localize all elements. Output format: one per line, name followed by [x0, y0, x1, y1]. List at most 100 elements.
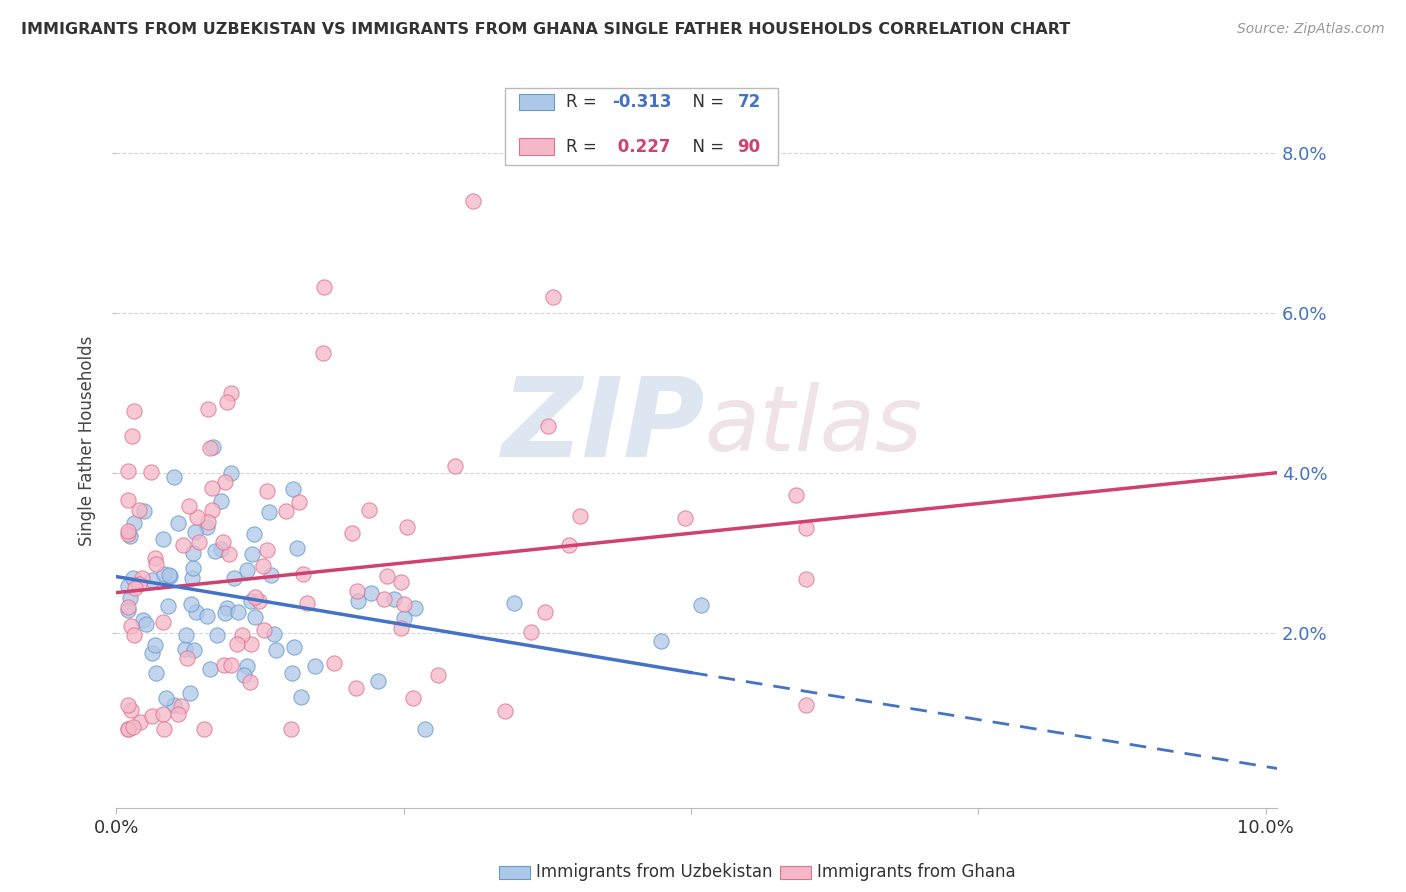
Point: [153, 567, 176, 582]
Point: [359, 502, 381, 516]
Point: [256, 543, 278, 558]
Point: [347, 594, 370, 608]
Point: [239, 674, 262, 689]
Point: [389, 621, 412, 635]
Point: [195, 519, 218, 533]
Point: [170, 698, 193, 713]
Point: [117, 603, 139, 617]
Point: [247, 594, 270, 608]
Point: [256, 483, 278, 498]
Point: [427, 668, 450, 682]
Point: [558, 538, 581, 552]
Point: [344, 681, 367, 695]
Point: [207, 627, 229, 641]
Point: [252, 623, 274, 637]
Point: [283, 483, 305, 497]
Point: [215, 601, 238, 615]
Point: [122, 404, 145, 418]
Point: [260, 567, 283, 582]
Point: [153, 722, 176, 736]
Point: [197, 515, 219, 529]
Point: [285, 541, 308, 556]
Point: [172, 538, 194, 552]
Text: Immigrants from Ghana: Immigrants from Ghana: [817, 863, 1015, 881]
Point: [124, 581, 146, 595]
Point: [177, 500, 200, 514]
Point: [367, 673, 389, 688]
Point: [785, 488, 807, 502]
Point: [117, 599, 139, 614]
Point: [155, 691, 177, 706]
Point: [392, 597, 415, 611]
Point: [240, 547, 263, 561]
Point: [152, 532, 174, 546]
Point: [794, 572, 817, 586]
Point: [128, 576, 150, 591]
Point: [214, 607, 236, 621]
Y-axis label: Single Father Households: Single Father Households: [79, 335, 96, 546]
Point: [340, 526, 363, 541]
Point: [198, 441, 221, 455]
Point: [209, 541, 232, 556]
Point: [122, 570, 145, 584]
Point: [117, 464, 139, 478]
Point: [143, 550, 166, 565]
Point: [231, 628, 253, 642]
Point: [145, 666, 167, 681]
Point: [122, 628, 145, 642]
Point: [274, 504, 297, 518]
Point: [377, 569, 399, 583]
Point: [181, 546, 204, 560]
Point: [243, 591, 266, 605]
Point: [226, 605, 249, 619]
Point: [264, 642, 287, 657]
Text: -0.313: -0.313: [612, 94, 672, 112]
Point: [209, 494, 232, 508]
Bar: [519, 138, 554, 154]
Point: [312, 345, 335, 359]
Point: [794, 521, 817, 535]
Point: [122, 720, 145, 734]
Point: [122, 516, 145, 530]
Point: [219, 657, 242, 672]
Point: [157, 599, 180, 614]
Point: [389, 574, 412, 589]
Text: 72: 72: [738, 94, 761, 112]
Point: [145, 558, 167, 572]
Point: [187, 535, 209, 549]
Point: [235, 659, 257, 673]
Text: R =: R =: [565, 137, 602, 155]
Text: 0.227: 0.227: [612, 137, 671, 155]
Point: [174, 642, 197, 657]
Point: [520, 625, 543, 640]
Point: [120, 529, 142, 543]
Point: [176, 628, 198, 642]
Point: [650, 634, 672, 648]
Point: [117, 722, 139, 736]
Point: [139, 465, 162, 479]
Point: [283, 640, 305, 655]
Point: [221, 385, 243, 400]
Point: [360, 585, 382, 599]
Point: [304, 658, 326, 673]
Point: [121, 429, 143, 443]
Point: [204, 544, 226, 558]
Point: [193, 722, 215, 736]
Point: [413, 722, 436, 736]
Point: [163, 698, 186, 712]
Point: [117, 492, 139, 507]
Point: [392, 611, 415, 625]
Point: [218, 547, 240, 561]
Text: 90: 90: [738, 137, 761, 155]
Point: [117, 698, 139, 712]
Point: [232, 667, 254, 681]
Point: [201, 440, 224, 454]
Point: [117, 527, 139, 541]
Point: [404, 601, 426, 615]
Point: [280, 665, 302, 680]
Point: [323, 657, 346, 671]
Point: [461, 194, 484, 208]
Point: [373, 591, 395, 606]
Text: N =: N =: [682, 94, 730, 112]
Point: [541, 290, 564, 304]
